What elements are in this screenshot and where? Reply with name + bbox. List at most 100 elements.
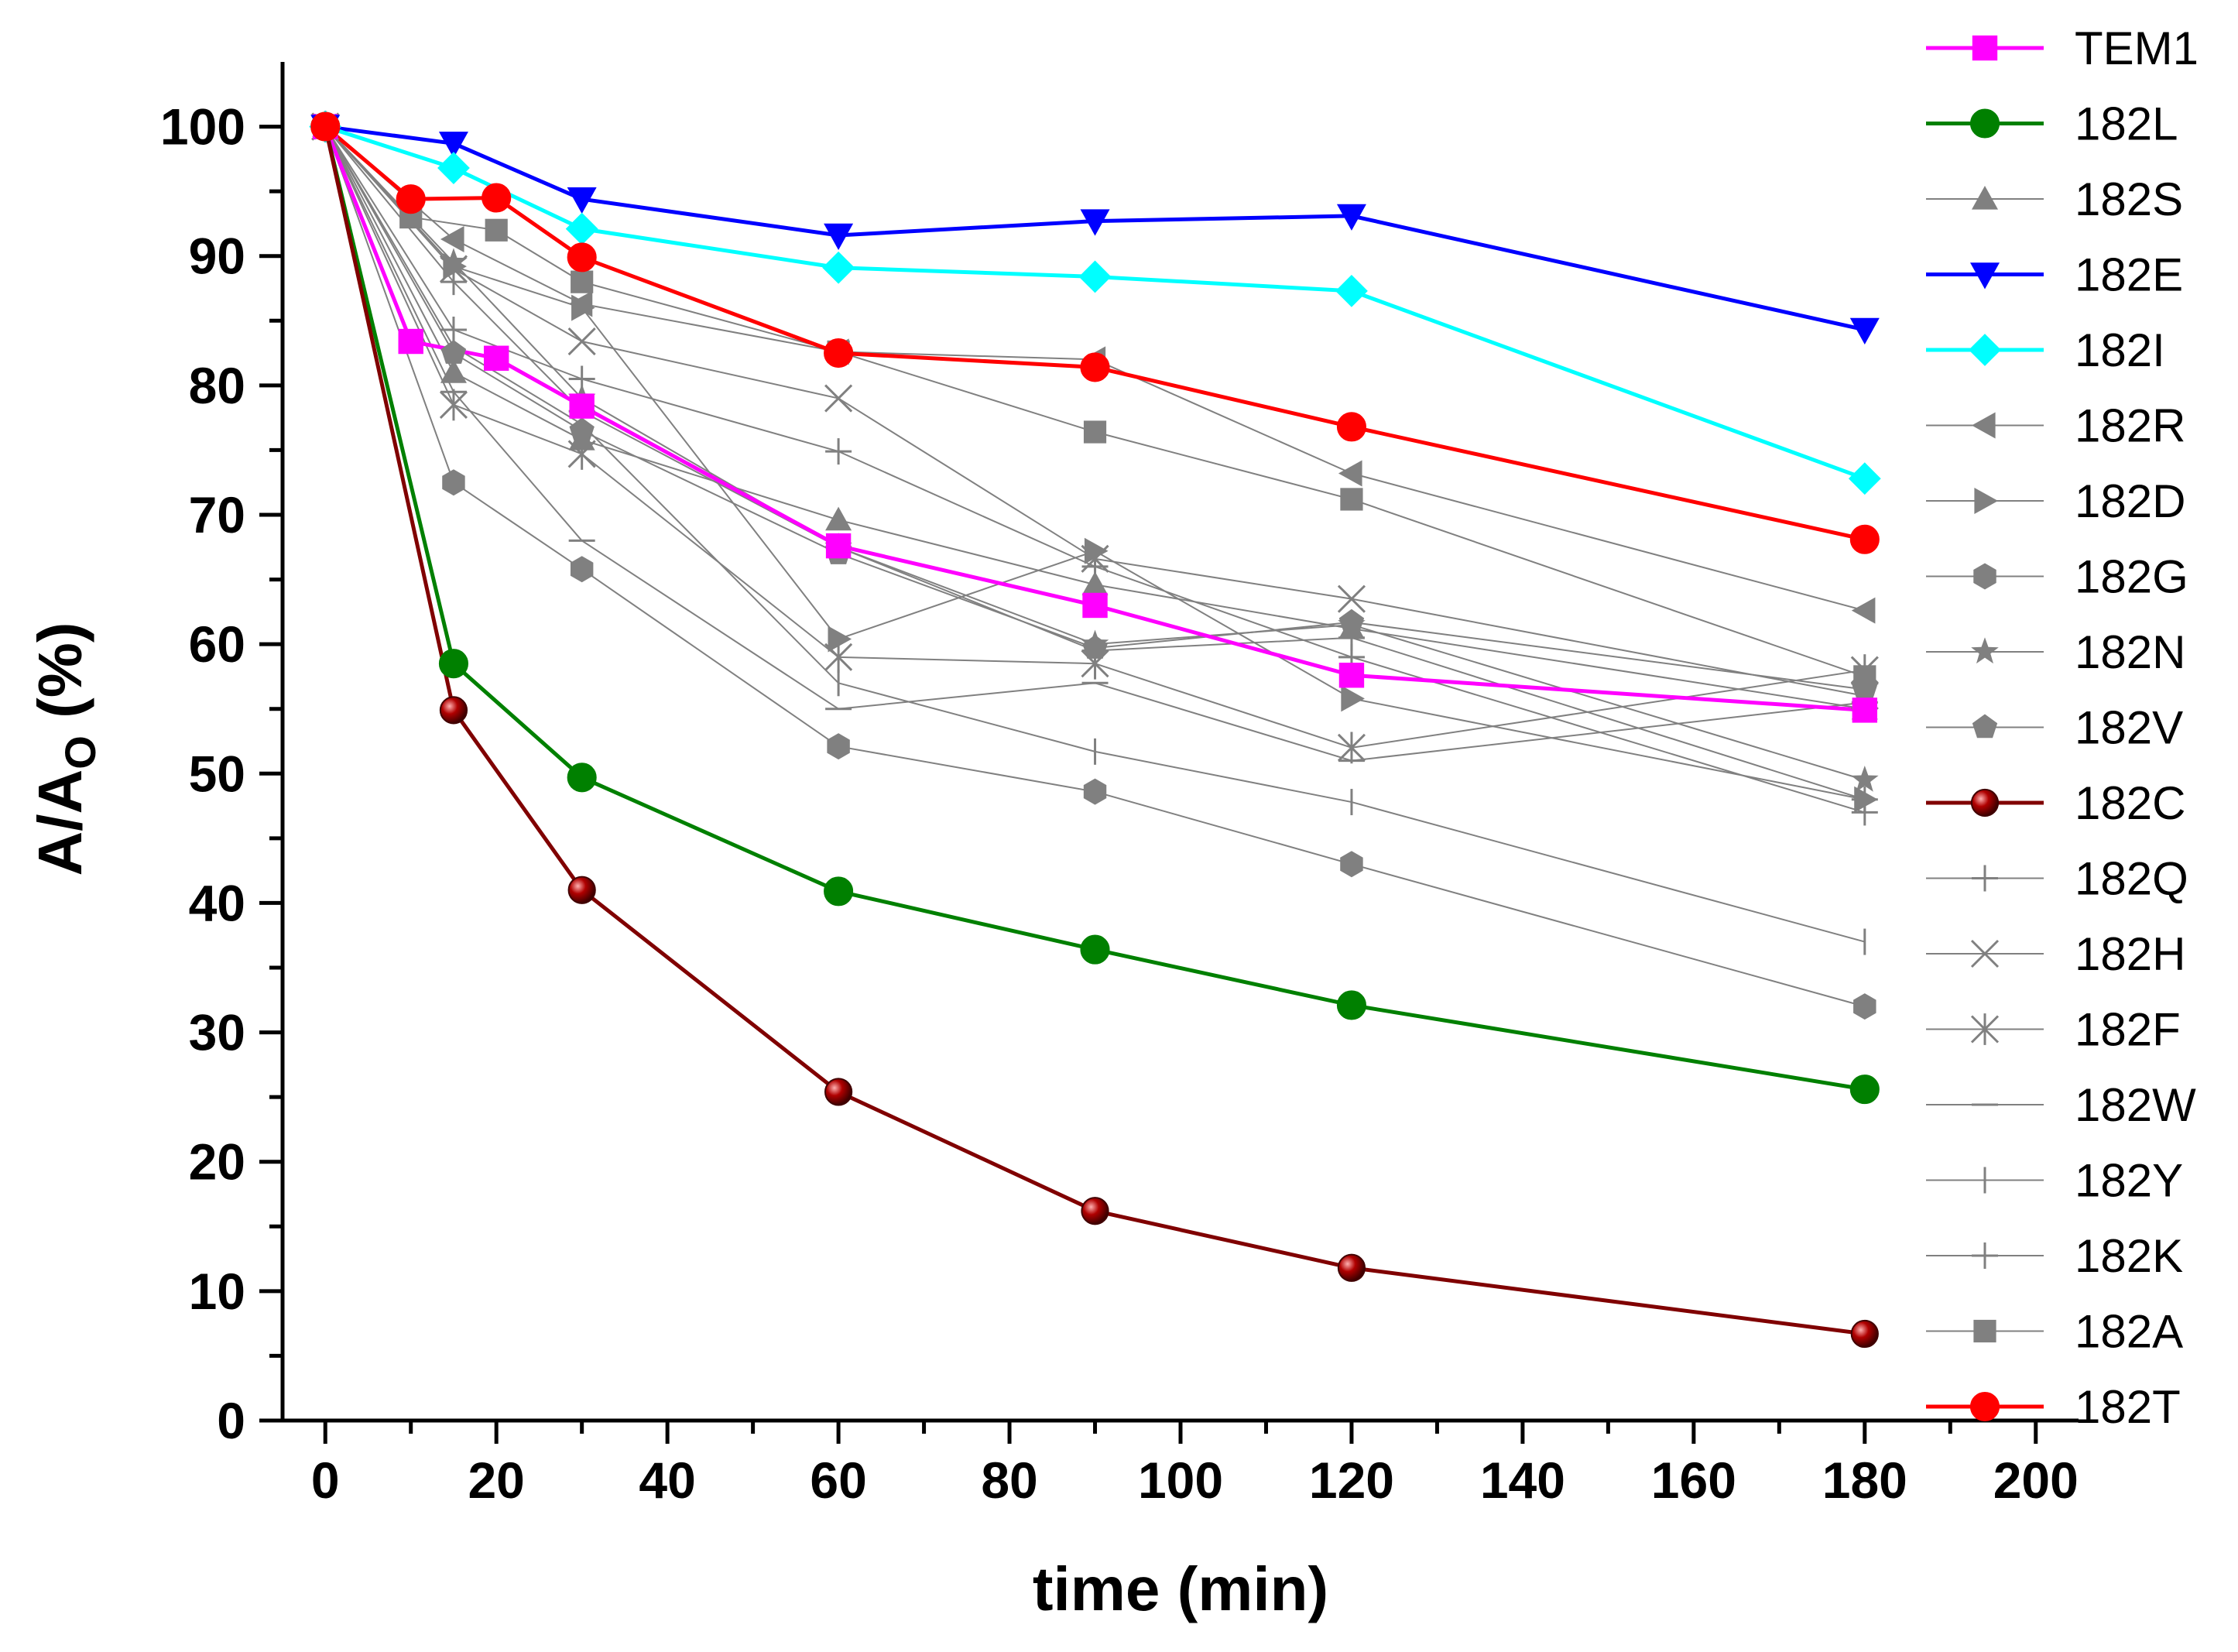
x-tick-label: 40 (639, 1451, 695, 1509)
data-point-182g (570, 556, 594, 583)
data-point-182i (565, 212, 598, 245)
data-point-182h (1081, 544, 1109, 573)
data-point-182g (442, 469, 465, 496)
data-point-182g (827, 733, 850, 760)
legend-item-182t: 182T (1926, 1381, 2181, 1433)
data-point-182g (1853, 993, 1876, 1020)
series-line-182c (323, 126, 1866, 1336)
data-point-182t (1080, 352, 1110, 382)
legend-marker (1972, 412, 1996, 439)
data-point-182k (1081, 637, 1109, 664)
legend-item-182l: 182L (1926, 98, 2178, 150)
legend-marker (1969, 334, 2001, 366)
legend-marker (1972, 865, 1998, 892)
data-point-182c (567, 876, 596, 904)
legend-label: 182T (2075, 1381, 2181, 1433)
legend-label: 182N (2075, 626, 2185, 678)
data-point-tem1 (398, 328, 423, 355)
legend: TEM1 182L 182S 182E 182I 182R 182D 182G 182N 182V… (1926, 22, 2199, 1433)
legend-marker (1974, 488, 1998, 514)
y-tick-label: 90 (189, 228, 245, 285)
legend-item-182k: 182K (1926, 1230, 2183, 1282)
x-tick-label: 140 (1480, 1451, 1565, 1509)
data-point-182t (396, 184, 426, 214)
data-point-182d (828, 625, 852, 653)
legend-item-182v: 182V (1926, 702, 2183, 754)
data-point-182c (1081, 1197, 1109, 1225)
data-point-182e (1849, 317, 1880, 344)
x-tick-label: 180 (1822, 1451, 1907, 1509)
data-point-182c (439, 696, 468, 725)
legend-label: 182K (2075, 1230, 2183, 1282)
data-point-182l (1080, 934, 1110, 965)
data-point-182h (824, 384, 853, 413)
data-point-tem1 (1852, 697, 1878, 723)
data-point-182v (1338, 608, 1365, 633)
legend-item-182e: 182E (1926, 249, 2183, 301)
y-tick-label: 20 (189, 1133, 245, 1191)
data-point-tem1 (825, 533, 852, 559)
legend-marker (1973, 563, 1996, 590)
data-point-182i (1335, 274, 1368, 307)
legend-marker (1970, 788, 2000, 817)
legend-marker (1970, 1013, 2000, 1045)
data-point-182d (571, 294, 595, 321)
data-point-182k (440, 269, 467, 296)
series-markers (309, 110, 1881, 1349)
data-point-182c (824, 1078, 853, 1106)
data-point-182h (567, 327, 596, 356)
legend-marker (1972, 1242, 1998, 1269)
data-point-182k (1851, 786, 1878, 813)
data-point-182d (1084, 537, 1109, 564)
data-point-182r (440, 225, 464, 252)
data-point-182s (440, 359, 467, 383)
data-point-182f (1337, 732, 1366, 764)
legend-item-182g: 182G (1926, 551, 2188, 603)
data-point-tem1 (1082, 592, 1108, 619)
legend-label: 182E (2075, 249, 2183, 301)
data-point-182t (567, 242, 597, 272)
legend-item-tem1: TEM1 (1926, 22, 2199, 74)
legend-item-182n: 182N (1926, 626, 2185, 678)
data-point-182t (1849, 524, 1880, 554)
data-point-182k (1338, 624, 1365, 651)
data-point-182e (1336, 204, 1366, 231)
data-point-182i (1078, 260, 1112, 293)
y-tick-label: 60 (189, 615, 245, 673)
y-axis-title-main: A/A (26, 769, 94, 876)
data-point-182c (1337, 1253, 1366, 1282)
data-point-182f (567, 438, 596, 470)
legend-marker (1972, 186, 1998, 210)
legend-marker (1971, 637, 1999, 664)
data-point-182i (1848, 462, 1881, 495)
legend-label: 182G (2075, 551, 2188, 603)
x-tick-label: 20 (468, 1451, 524, 1509)
data-point-182c (1850, 1319, 1879, 1349)
legend-marker (1970, 262, 2000, 290)
legend-item-182q: 182Q (1926, 853, 2188, 905)
data-point-182t (1336, 412, 1367, 442)
data-point-182a (485, 218, 508, 242)
x-tick-label: 60 (810, 1451, 866, 1509)
legend-label: 182H (2075, 928, 2185, 980)
legend-marker (1970, 939, 2000, 968)
x-tick-label: 0 (311, 1451, 340, 1509)
legend-marker (1972, 35, 1998, 61)
data-point-182n (440, 248, 468, 275)
legend-item-182a: 182A (1926, 1306, 2183, 1358)
data-point-182a (1340, 488, 1363, 511)
data-point-182r (1851, 597, 1876, 624)
y-tick-label: 80 (189, 357, 245, 414)
legend-label: 182S (2075, 173, 2183, 225)
y-tick-label: 40 (189, 874, 245, 931)
legend-label: 182Q (2075, 853, 2188, 905)
data-point-182s (1081, 571, 1109, 595)
data-point-182l (824, 876, 854, 907)
y-axis-ticks: 0 10 20 30 40 50 60 70 80 90 100 (160, 98, 283, 1449)
legend-item-182f: 182F (1926, 1004, 2181, 1056)
x-tick-label: 120 (1309, 1451, 1394, 1509)
data-point-182q (825, 438, 852, 465)
legend-item-182r: 182R (1926, 400, 2185, 452)
data-point-182r (1338, 460, 1362, 487)
